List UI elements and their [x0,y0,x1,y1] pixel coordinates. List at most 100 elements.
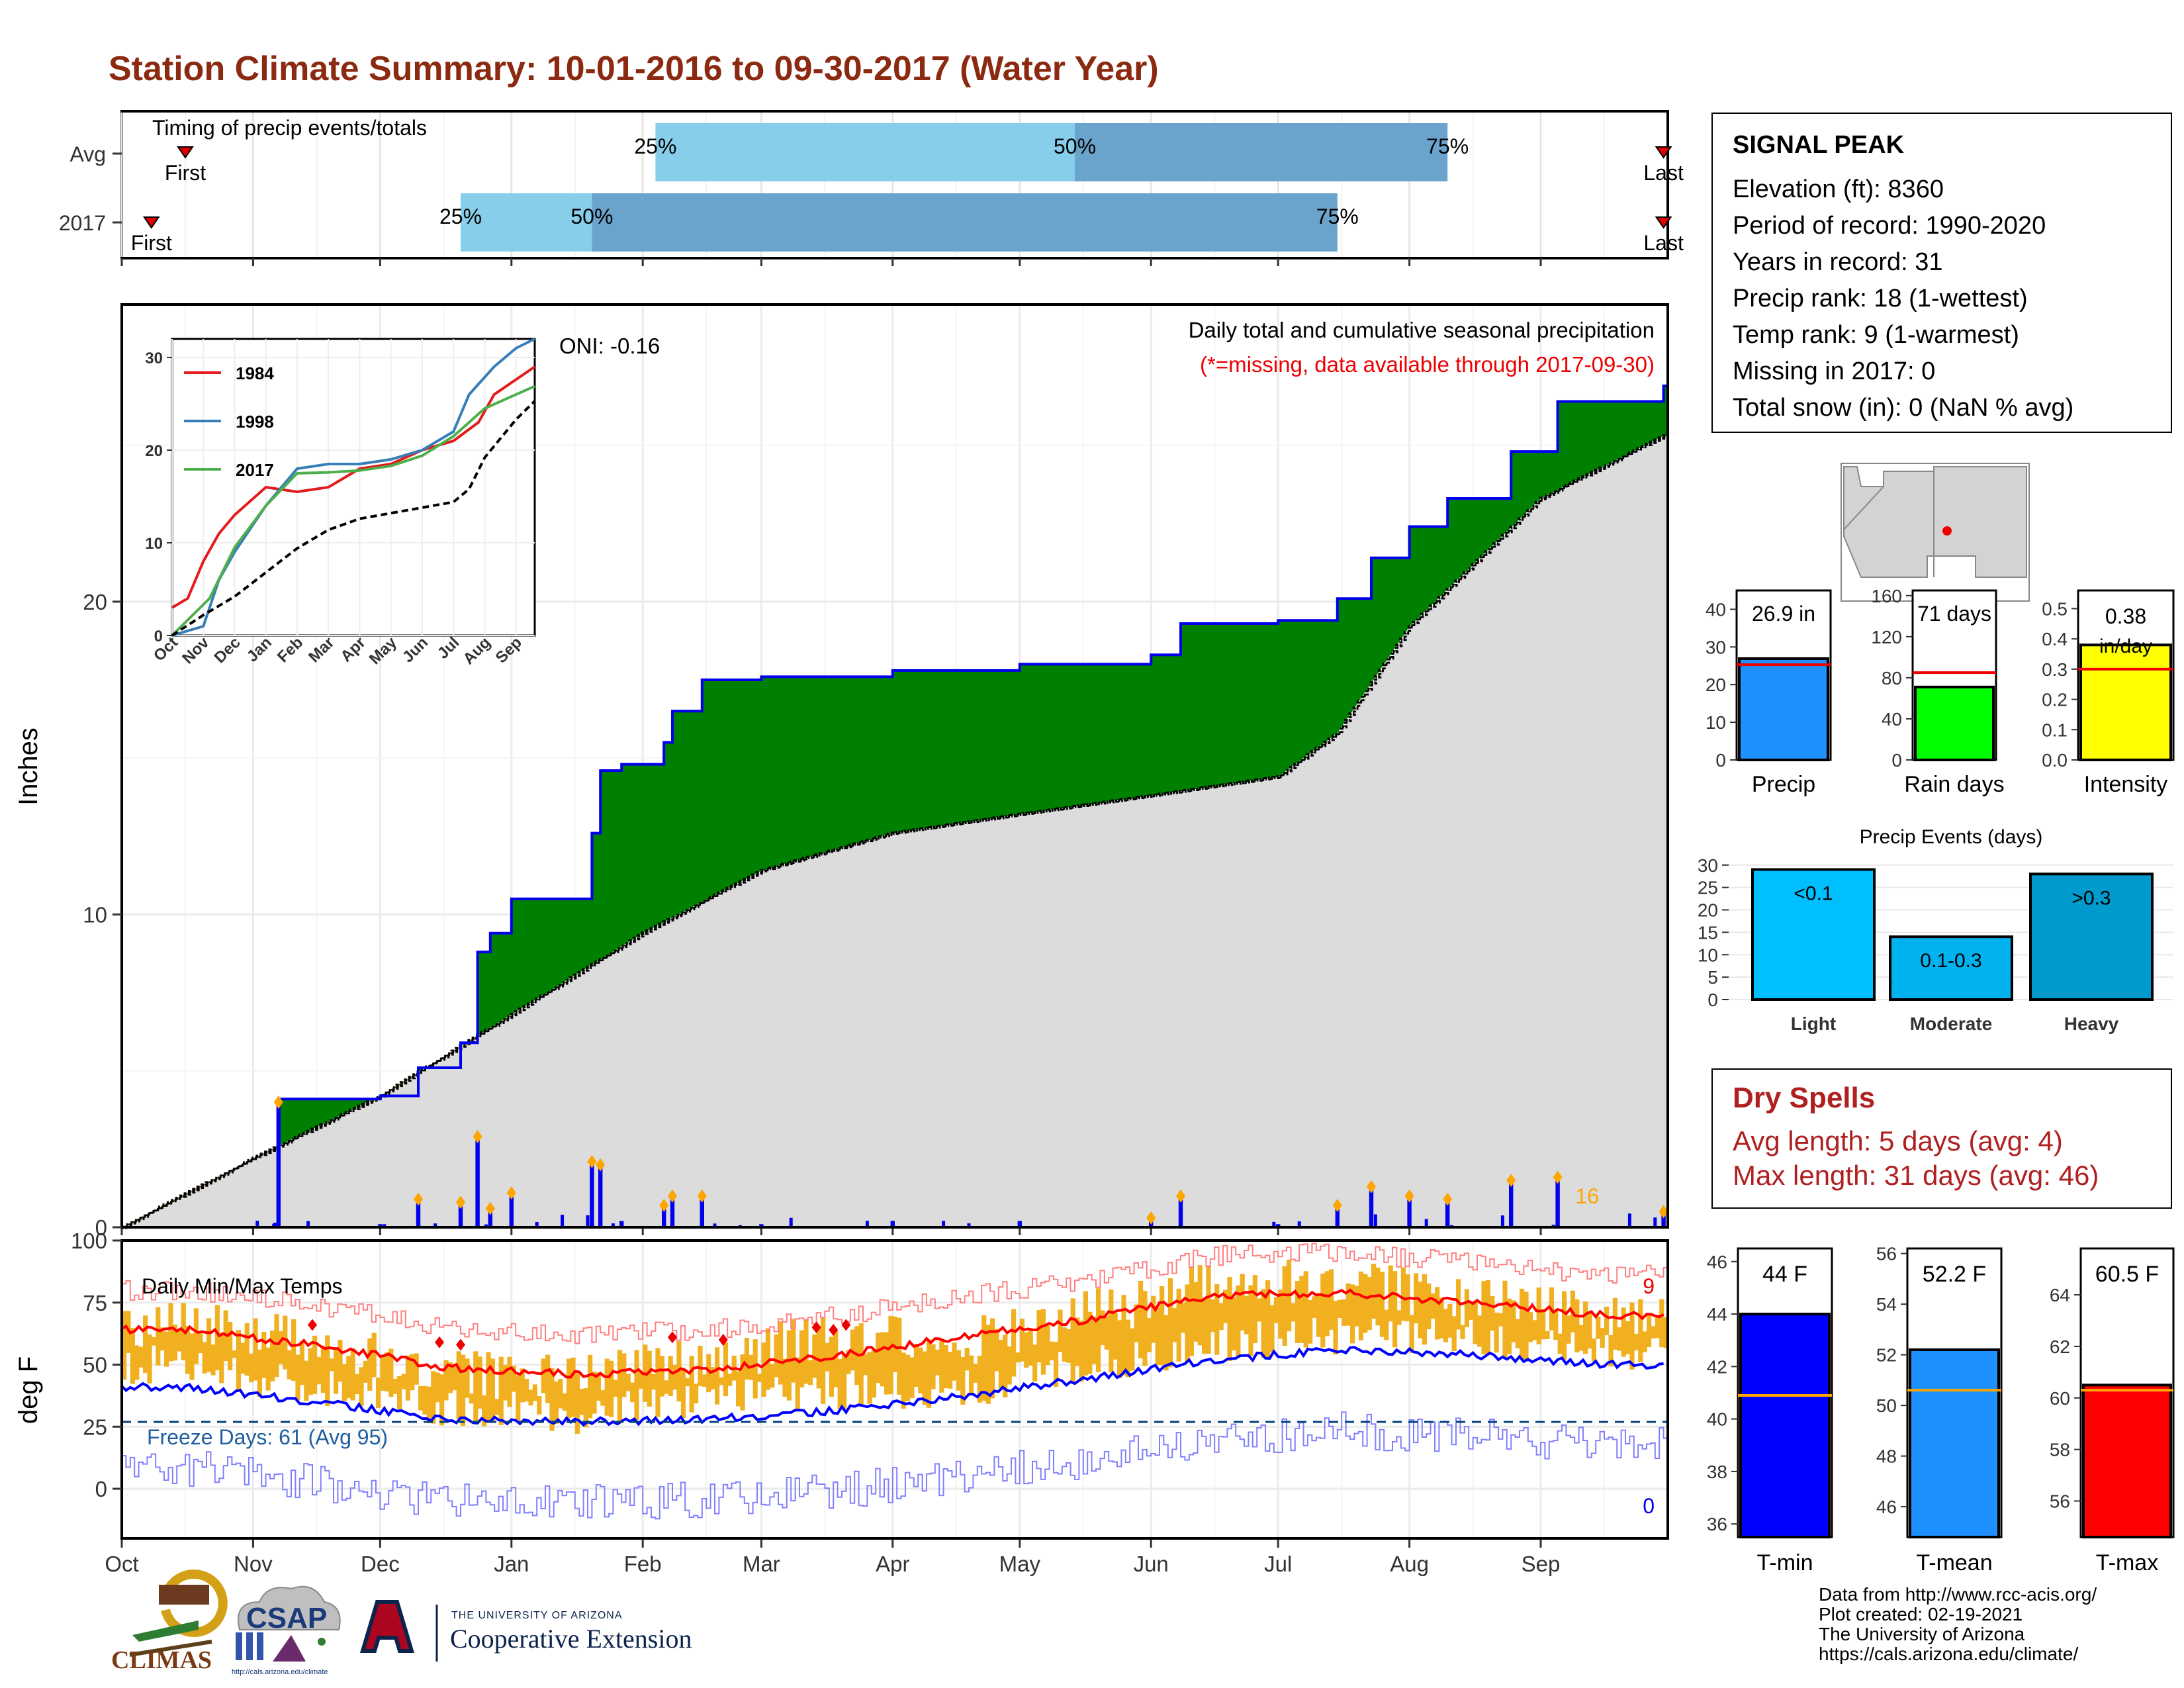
daily-temp-bar [1358,1271,1363,1340]
dry-spells-box: Dry Spells Avg length: 5 days (avg: 4) M… [1711,1068,2172,1209]
daily-temp-bar [355,1374,360,1395]
daily-temp-bar [1532,1320,1537,1340]
daily-temp-bar [177,1330,182,1352]
daily-temp-bar [659,1356,664,1397]
events-ytick-label: 0 [1707,990,1718,1010]
daily-temp-bar [1282,1266,1287,1346]
last-event-label: Last [1643,161,1684,185]
daily-temp-bar [956,1350,961,1391]
month-tick-label: Oct [105,1552,138,1576]
daily-temp-bar [1210,1299,1215,1333]
events-category-label: Light [1791,1013,1836,1034]
daily-temp-range-bars [122,1259,1668,1434]
daily-precip-bar [611,1223,615,1227]
summary-ytick-label: 0.5 [2042,598,2068,619]
temp-ytick-label: 0 [95,1477,107,1501]
daily-temp-bar [613,1380,618,1397]
daily-temp-bar [1303,1271,1308,1348]
daily-temp-bar [291,1319,296,1381]
record-max-count: 9 [1643,1274,1655,1298]
daily-temp-bar [1146,1318,1152,1352]
events-bar [1889,935,2013,1001]
heavy-day-marker [1404,1189,1414,1203]
record-min-count: 0 [1643,1494,1655,1518]
daily-temp-bar [1003,1335,1008,1397]
month-tick-label: Jul [1264,1552,1292,1576]
daily-temp-bar [520,1368,525,1403]
daily-temp-bar [1218,1303,1224,1331]
heavy-day-marker [1659,1205,1668,1219]
daily-temp-bar [1663,1317,1668,1348]
daily-temp-bar [964,1348,970,1371]
daily-temp-bar [1443,1309,1448,1342]
daily-temp-bar [1011,1309,1017,1377]
daily-temp-bar [668,1356,673,1396]
inset-line-1984 [171,365,536,609]
timing-q50-label: 50% [1054,134,1096,158]
daily-temp-bar [1113,1313,1118,1360]
daily-temp-bar [880,1332,885,1387]
daily-temp-bar [1202,1297,1207,1354]
daily-temp-bar [867,1352,872,1404]
legend-2017: 2017 [236,460,274,480]
daily-temp-bar [685,1378,690,1387]
record-markers [308,1319,851,1351]
daily-precip-bar [1373,1214,1377,1227]
heavy-day-marker [456,1196,465,1209]
daily-temp-bar [1655,1315,1660,1338]
heavy-day-marker [587,1154,597,1168]
daily-temp-bar [168,1303,173,1362]
ua-logo [359,1600,438,1662]
daily-temp-bar [228,1321,233,1371]
temp-ytick-label: 25 [83,1415,107,1439]
daily-temp-bar [1206,1265,1211,1354]
daily-temp-bar [1524,1291,1529,1362]
legend-1998: 1998 [236,412,274,432]
daily-temp-bar [1345,1283,1351,1326]
daily-temp-bar [1354,1286,1359,1327]
dry-spells-max: Max length: 31 days (avg: 46) [1733,1160,2099,1191]
temp-summary-ytick-label: 42 [1707,1356,1727,1377]
daily-temp-bar [1291,1303,1296,1322]
temp-summary-ytick-label: 56 [2050,1491,2070,1512]
daily-temp-bar [524,1379,529,1402]
credit-line-2: Plot created: 02-19-2021 [1819,1604,2023,1624]
daily-temp-bar [1498,1313,1504,1327]
avg-max-line [120,1288,1664,1379]
daily-temp-bar [1392,1271,1398,1348]
daily-temp-bar [422,1385,428,1415]
daily-temp-bar [1333,1301,1338,1355]
daily-temp-bar [1511,1300,1516,1342]
temp-ytick-label: 100 [71,1229,107,1253]
daily-temp-bar [507,1356,512,1407]
daily-temp-bar [604,1358,610,1416]
daily-temp-bar [1515,1319,1520,1348]
daily-temp-bar [185,1326,191,1374]
daily-temp-bar [443,1360,449,1401]
daily-precip-bar [383,1224,387,1227]
daily-temp-bar [511,1366,516,1392]
daily-temp-bar [164,1331,169,1367]
daily-temp-bar [249,1353,254,1383]
daily-precip-bar [458,1202,463,1227]
daily-temp-bar [516,1375,521,1421]
station-temp-rank: Temp rank: 9 (1-warmest) [1733,321,2019,349]
daily-precip-bar [1509,1180,1514,1227]
avg-min-line [120,1346,1664,1427]
daily-precip-bar [1555,1177,1560,1227]
daily-temp-bar [1566,1315,1571,1344]
events-ytick-label: 30 [1698,855,1718,876]
daily-temp-bar [147,1334,152,1383]
daily-temp-bar [329,1358,334,1372]
daily-temp-bar [1181,1303,1186,1333]
daily-temp-bar [1269,1305,1275,1352]
daily-temp-bar [325,1335,330,1407]
daily-temp-bar [1604,1306,1610,1336]
daily-temp-bar [952,1342,957,1381]
timing-q75-label: 75% [1426,134,1469,158]
daily-temp-bar [545,1354,551,1403]
daily-precip-bar [1407,1196,1412,1227]
daily-temp-bar [1075,1317,1080,1366]
region-shape [1843,466,2027,578]
